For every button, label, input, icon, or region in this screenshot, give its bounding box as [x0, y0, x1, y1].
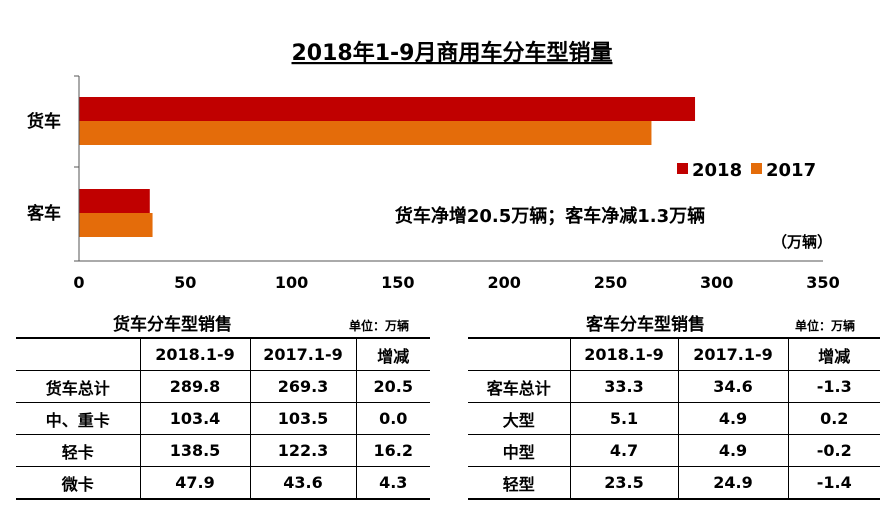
row-label: 中、重卡 — [16, 402, 140, 435]
legend-label: 2018 — [692, 160, 742, 181]
header-cell — [16, 338, 140, 371]
row-label: 轻卡 — [16, 434, 140, 467]
table-cell: 289.8 — [139, 370, 250, 403]
header-cell: 增减 — [355, 338, 430, 371]
table-row: 微卡 47.9 43.6 4.3 — [16, 466, 430, 499]
x-tick-label: 0 — [73, 273, 84, 292]
table-row: 大型 5.1 4.9 0.2 — [468, 402, 880, 435]
legend-label: 2017 — [766, 160, 816, 181]
header-cell: 2017.1-9 — [249, 338, 356, 371]
table-cell: 16.2 — [355, 434, 430, 467]
table-cell: 4.7 — [569, 434, 678, 467]
table-cell: -1.3 — [787, 370, 880, 403]
header-cell — [468, 338, 570, 371]
table-cell: 138.5 — [139, 434, 250, 467]
legend-swatch — [751, 163, 762, 174]
x-tick-label: 150 — [381, 273, 414, 292]
unit-label: （万辆） — [772, 233, 832, 251]
annotation-text: 货车净增20.5万辆；客车净减1.3万辆 — [395, 205, 705, 227]
truck-table-unit: 单位：万辆 — [349, 319, 410, 333]
table-row: 货车总计 289.8 269.3 20.5 — [16, 370, 430, 403]
table-cell: 4.9 — [677, 434, 788, 467]
truck-sales-table: 2018.1-9 2017.1-9 增减 货车总计 289.8 269.3 20… — [16, 337, 430, 500]
row-label: 轻型 — [468, 466, 570, 499]
table-cell: 4.3 — [355, 466, 430, 499]
x-tick-label: 350 — [806, 273, 839, 292]
row-label: 微卡 — [16, 466, 140, 499]
table-cell: 34.6 — [677, 370, 788, 403]
truck-table-title: 货车分车型销售 — [113, 315, 232, 335]
row-label: 客车总计 — [468, 370, 570, 403]
bar-2018-truck — [79, 97, 696, 121]
table-cell: 103.5 — [249, 402, 356, 435]
table-cell: 122.3 — [249, 434, 356, 467]
table-cell: 20.5 — [355, 370, 430, 403]
table-row: 轻卡 138.5 122.3 16.2 — [16, 434, 430, 467]
header-cell: 2018.1-9 — [569, 338, 678, 371]
bus-table-unit: 单位：万辆 — [795, 319, 856, 333]
table-row: 客车总计 33.3 34.6 -1.3 — [468, 370, 880, 403]
table-row: 轻型 23.5 24.9 -1.4 — [468, 466, 880, 499]
row-label: 中型 — [468, 434, 570, 467]
row-label: 大型 — [468, 402, 570, 435]
chart-title: 2018年1-9月商用车分车型销量 — [292, 40, 613, 66]
table-row: 中、重卡 103.4 103.5 0.0 — [16, 402, 430, 435]
row-label: 货车总计 — [16, 370, 140, 403]
table-cell: 4.9 — [677, 402, 788, 435]
table-cell: 47.9 — [139, 466, 250, 499]
table-cell: 43.6 — [249, 466, 356, 499]
table-cell: 24.9 — [677, 466, 788, 499]
bar-chart: 2018年1-9月商用车分车型销量 0 50 100 150 200 250 300 350 货… — [26, 40, 840, 292]
header-cell: 增减 — [787, 338, 880, 371]
header-cell: 2017.1-9 — [677, 338, 788, 371]
table-cell: 269.3 — [249, 370, 356, 403]
legend-swatch — [677, 163, 688, 174]
table-cell: 0.0 — [355, 402, 430, 435]
table-cell: 0.2 — [787, 402, 880, 435]
bar-2017-truck — [79, 121, 652, 145]
table-cell: 33.3 — [569, 370, 678, 403]
table-cell: 5.1 — [569, 402, 678, 435]
table-header-row: 2018.1-9 2017.1-9 增减 — [16, 338, 430, 371]
table-header-row: 2018.1-9 2017.1-9 增减 — [468, 338, 880, 371]
x-tick-label: 100 — [275, 273, 308, 292]
x-tick-label: 250 — [594, 273, 627, 292]
table-row: 中型 4.7 4.9 -0.2 — [468, 434, 880, 467]
bar-2017-bus — [79, 213, 153, 237]
bar-2018-bus — [79, 189, 150, 213]
table-cell: -0.2 — [787, 434, 880, 467]
category-label: 客车 — [26, 203, 61, 224]
x-tick-label: 50 — [174, 273, 196, 292]
bus-sales-table: 2018.1-9 2017.1-9 增减 客车总计 33.3 34.6 -1.3… — [468, 337, 880, 500]
bus-table-title: 客车分车型销售 — [586, 315, 705, 335]
table-cell: -1.4 — [787, 466, 880, 499]
x-tick-label: 200 — [487, 273, 520, 292]
category-label: 货车 — [27, 111, 61, 132]
header-cell: 2018.1-9 — [139, 338, 250, 371]
table-cell: 23.5 — [569, 466, 678, 499]
x-tick-label: 300 — [700, 273, 733, 292]
table-cell: 103.4 — [139, 402, 250, 435]
